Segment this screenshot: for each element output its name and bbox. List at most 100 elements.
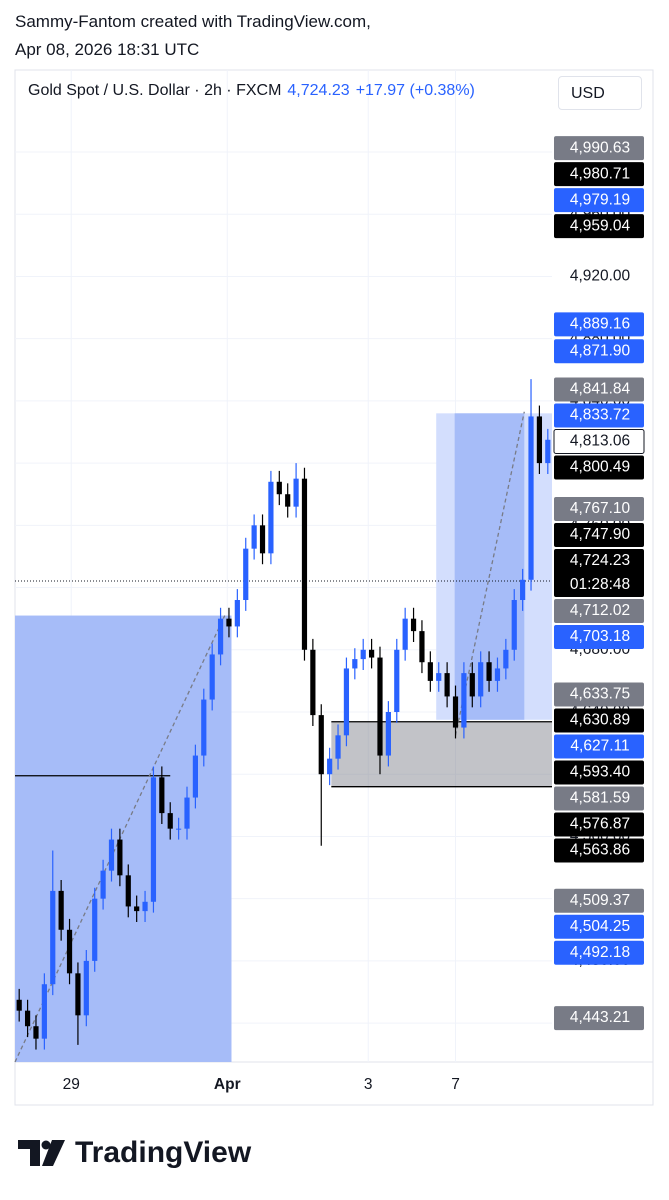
price-label: 4,767.10 bbox=[570, 500, 631, 517]
candle-body bbox=[108, 839, 115, 871]
candle-body bbox=[436, 673, 442, 681]
price-label-box bbox=[554, 708, 644, 733]
price-label: 4,593.40 bbox=[570, 764, 631, 781]
price-label-box bbox=[554, 599, 644, 624]
candle-body bbox=[394, 649, 400, 712]
candle-body bbox=[142, 901, 148, 912]
symbol-title: Gold Spot / U.S. Dollar · 2h · FXCM bbox=[28, 82, 282, 99]
candle-body bbox=[159, 777, 165, 814]
currency-button[interactable]: USD bbox=[558, 76, 642, 110]
candle-body bbox=[360, 649, 366, 660]
price-label-box bbox=[554, 888, 644, 913]
price-label: 4,747.90 bbox=[570, 526, 631, 543]
author-line: Sammy-Fantom created with TradingView.co… bbox=[15, 12, 371, 31]
candle-body bbox=[276, 481, 282, 495]
countdown: 01:28:48 bbox=[570, 576, 630, 593]
price-label: 4,563.86 bbox=[570, 842, 630, 859]
candle-body bbox=[243, 548, 249, 600]
price-label-box bbox=[554, 214, 644, 239]
candle-body bbox=[117, 839, 123, 876]
price-label: 4,889.16 bbox=[570, 316, 630, 333]
candle-body bbox=[310, 649, 316, 716]
candle-body bbox=[427, 662, 433, 681]
candle-body bbox=[50, 890, 56, 985]
candle-body bbox=[461, 673, 467, 728]
x-tick-label: 7 bbox=[451, 1076, 460, 1093]
candle-body bbox=[184, 797, 190, 829]
candle-body bbox=[285, 494, 291, 507]
candle-body bbox=[343, 668, 350, 736]
price-label-box bbox=[554, 786, 644, 811]
price-label-box bbox=[554, 838, 644, 863]
candle-body bbox=[511, 600, 517, 650]
x-tick-label: Apr bbox=[214, 1076, 241, 1093]
price-label-box bbox=[554, 625, 644, 650]
price-label: 4,800.49 bbox=[570, 459, 630, 476]
zone bbox=[15, 615, 232, 1062]
price-label: 4,833.72 bbox=[570, 407, 630, 424]
logo bbox=[18, 1140, 65, 1166]
candle-body bbox=[16, 999, 22, 1011]
price-label-box bbox=[554, 497, 644, 522]
price-label-box bbox=[554, 760, 644, 785]
candle-body bbox=[251, 525, 257, 549]
price-label: 4,813.06 bbox=[570, 433, 630, 450]
price-label: 4,980.71 bbox=[570, 165, 630, 182]
zone bbox=[331, 721, 552, 787]
candle-body bbox=[335, 735, 341, 759]
plot bbox=[14, 70, 552, 1063]
price-label: 4,990.63 bbox=[570, 139, 630, 156]
candle-body bbox=[83, 960, 89, 1016]
price-label-box bbox=[554, 455, 644, 480]
price-label: 4,712.02 bbox=[570, 602, 630, 619]
candle-body bbox=[66, 929, 73, 974]
y-tick-label: 4,920.00 bbox=[570, 268, 631, 285]
price-label-box bbox=[554, 734, 644, 759]
candle-body bbox=[369, 649, 375, 658]
candle-body bbox=[75, 973, 81, 1016]
candle-body bbox=[419, 631, 425, 663]
price-label: 4,630.89 bbox=[570, 712, 630, 729]
candle-body bbox=[385, 712, 391, 756]
candle-body bbox=[402, 618, 408, 650]
candle-body bbox=[41, 984, 47, 1039]
candle-body bbox=[410, 618, 417, 632]
price-label: 4,633.75 bbox=[570, 686, 630, 703]
candle-body bbox=[444, 673, 450, 697]
candle-body bbox=[318, 715, 324, 775]
candle-body bbox=[33, 1026, 39, 1039]
candle-body bbox=[268, 481, 274, 554]
price-label-box bbox=[554, 914, 644, 939]
candle-body bbox=[452, 696, 459, 728]
candle-body bbox=[545, 439, 551, 464]
legend: Gold Spot / U.S. Dollar · 2h · FXCM 4,724… bbox=[28, 82, 475, 100]
candle-body bbox=[167, 813, 173, 829]
date-line: Apr 08, 2026 18:31 UTC bbox=[15, 40, 200, 59]
candle-body bbox=[520, 579, 526, 600]
price-label: 4,509.37 bbox=[570, 892, 630, 909]
price-label-box bbox=[554, 403, 644, 428]
candle-body bbox=[226, 618, 232, 627]
price-label-box bbox=[554, 812, 644, 837]
price-label: 4,979.19 bbox=[570, 191, 630, 208]
candle-body bbox=[301, 478, 308, 650]
candle-body bbox=[486, 662, 492, 681]
candle-body bbox=[528, 416, 534, 580]
candle-body bbox=[293, 478, 299, 507]
last-price: 4,724.23 bbox=[287, 82, 350, 99]
price-label: 4,504.25 bbox=[570, 918, 630, 935]
price-label: 4,959.04 bbox=[570, 217, 631, 234]
price-label: 4,871.90 bbox=[570, 342, 631, 359]
price-label: 4,576.87 bbox=[570, 816, 630, 833]
price-label-box bbox=[554, 523, 644, 548]
candle-body bbox=[377, 657, 383, 756]
candle-body bbox=[176, 828, 182, 830]
price-label-box bbox=[554, 339, 644, 364]
price-label-box bbox=[554, 377, 644, 402]
drawing-line bbox=[454, 411, 525, 736]
price-label-box bbox=[554, 682, 644, 707]
candle-body bbox=[201, 699, 207, 756]
price-label: 4,703.18 bbox=[570, 628, 630, 645]
candle-body bbox=[503, 649, 509, 669]
